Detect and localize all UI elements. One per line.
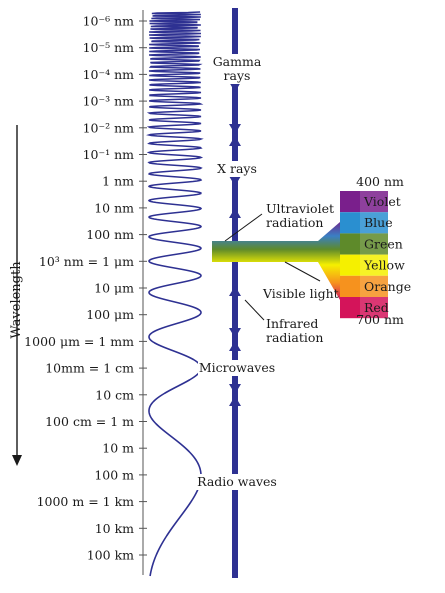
spectrum-400nm-label: 400 nm (356, 174, 404, 189)
color-label: Orange (364, 279, 411, 294)
tick-label: 10⁻⁴ nm (83, 67, 135, 82)
band-label-background (198, 360, 276, 376)
band-boundary-arrows (229, 82, 241, 406)
uv-leader-line (224, 213, 263, 242)
band-label: Radio waves (197, 474, 277, 489)
band-label: radiation (266, 330, 323, 345)
spectrum-bar-yellow (340, 254, 360, 276)
tick-label: 100 km (87, 548, 134, 563)
band-label: Microwaves (199, 360, 275, 375)
band-boundary-arrowhead (229, 384, 241, 394)
wave-curve (145, 11, 204, 577)
band-boundary-arrowhead (229, 396, 241, 406)
tick-label: 10⁻⁶ nm (83, 14, 135, 29)
spectrum-bar-violet (340, 191, 360, 213)
visible-leader-line (284, 261, 321, 282)
band-boundary-arrowhead (229, 176, 241, 186)
color-label: Violet (363, 194, 401, 209)
tick-label: 1000 μm = 1 mm (24, 334, 134, 349)
spectrum-bar-extension (360, 297, 388, 319)
color-label: Green (364, 236, 403, 251)
tick-label: 10⁻³ nm (83, 94, 135, 109)
band-boundary-arrowhead (229, 328, 241, 338)
tick-label: 10 m (102, 441, 134, 456)
tick-labels: 10⁻⁶ nm 10⁻⁵ nm 10⁻⁴ nm 10⁻³ nm 10⁻² nm 10⁻¹ … (24, 14, 134, 563)
tick-label: 10³ nm = 1 μm (39, 254, 134, 269)
band-label: Infrared (266, 316, 318, 331)
spectrum-bar-extension (360, 254, 388, 276)
spectrum-bar-blue (340, 212, 360, 234)
tick-label: 10⁻⁵ nm (83, 40, 135, 55)
tick-label: 10 μm (94, 281, 134, 296)
spectrum-bar-extension (360, 275, 388, 297)
tick-label: 10 cm (95, 387, 134, 402)
band-label: rays (224, 68, 251, 83)
color-label: Red (364, 300, 389, 315)
tick-label: 100 cm = 1 m (45, 414, 134, 429)
tick-label: 1 nm (102, 174, 134, 189)
tick-label: 10 km (95, 521, 134, 536)
band-boundary-arrowhead (229, 82, 241, 92)
band-label: radiation (266, 215, 323, 230)
spectrum-bar-orange (340, 275, 360, 297)
spectrum-bar-extension (360, 233, 388, 255)
tick-label: 100 nm (86, 227, 134, 242)
tick-label: 10mm = 1 cm (45, 361, 134, 376)
tick-marks (139, 20, 147, 556)
tick-label: 100 μm (86, 307, 134, 322)
band-label-background (194, 474, 280, 490)
band-label-background (212, 161, 262, 177)
band-label: X rays (217, 161, 257, 176)
color-label: Yellow (363, 258, 405, 273)
band-label: Gamma (213, 54, 262, 69)
tick-label: 10 nm (94, 200, 134, 215)
tick-label: 100 m (94, 467, 134, 482)
spectrum-bar-red (340, 297, 360, 319)
band-boundary-arrowhead (229, 124, 241, 134)
band-boundary-arrowhead (229, 286, 241, 296)
visible-spectrum-bars (340, 191, 388, 319)
visible-light-beam-prism (212, 222, 340, 300)
ir-leader-line (244, 299, 265, 321)
band-boundary-arrowhead (229, 136, 241, 146)
band-label: Ultraviolet (266, 201, 334, 216)
spectrum-bar-green (340, 233, 360, 255)
spectrum-700nm-label: 700 nm (356, 312, 404, 327)
band-boundary-arrowhead (229, 208, 241, 218)
spectrum-bar-extension (360, 191, 388, 213)
visible-color-labels: Violet Blue Green Yellow Orange Red (363, 194, 411, 315)
wavelength-direction-arrow-head (12, 455, 22, 466)
color-label: Blue (364, 215, 393, 230)
band-boundary-arrowhead (229, 341, 241, 351)
band-label-background (216, 54, 258, 84)
tick-label: 10⁻² nm (83, 120, 135, 135)
tick-label: 10⁻¹ nm (83, 147, 135, 162)
band-label: Visible light (262, 286, 339, 301)
spectrum-bar-extension (360, 212, 388, 234)
tick-label: 1000 m = 1 km (37, 494, 135, 509)
